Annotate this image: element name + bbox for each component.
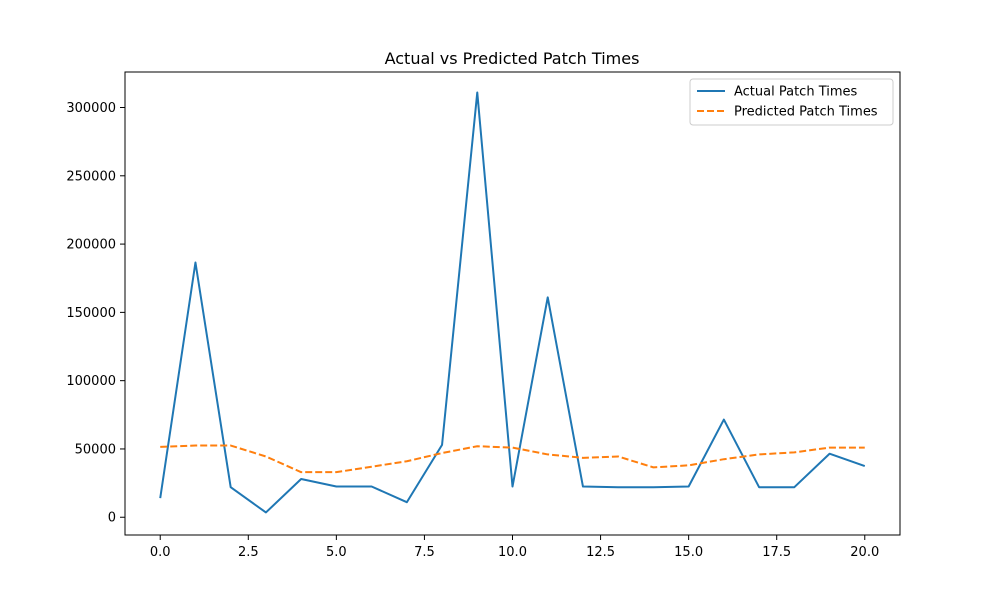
- y-tick-label: 50000: [75, 442, 116, 457]
- series-line-predicted: [160, 444, 865, 474]
- x-tick-label: 10.0: [498, 545, 527, 560]
- legend-label: Actual Patch Times: [734, 85, 858, 100]
- x-axis: 0.0 2.5 5.0 7.5 10.0 12.5 15.0 17.5 20.0: [150, 535, 879, 560]
- series-layer: [159, 91, 866, 514]
- y-tick-label: 300000: [66, 101, 116, 116]
- x-tick-label: 12.5: [586, 545, 615, 560]
- chart-title: Actual vs Predicted Patch Times: [385, 49, 640, 68]
- legend: Actual Patch Times Predicted Patch Times: [689, 78, 894, 126]
- x-tick-label: 17.5: [762, 545, 791, 560]
- x-tick-label: 7.5: [414, 545, 435, 560]
- legend-label: Predicted Patch Times: [734, 105, 878, 120]
- y-tick-label: 100000: [66, 374, 116, 389]
- y-axis: 0 50000 100000 150000 200000 250000 300000: [66, 101, 125, 526]
- series-line-actual: [159, 91, 866, 514]
- x-tick-label: 15.0: [674, 545, 703, 560]
- x-tick-label: 0.0: [150, 545, 171, 560]
- y-tick-label: 150000: [66, 306, 116, 321]
- legend-box: [689, 78, 894, 126]
- y-tick-label: 250000: [66, 169, 116, 184]
- x-tick-label: 2.5: [238, 545, 259, 560]
- x-tick-label: 5.0: [326, 545, 347, 560]
- y-tick-label: 200000: [66, 238, 116, 253]
- y-tick-label: 0: [108, 511, 116, 526]
- x-tick-label: 20.0: [850, 545, 879, 560]
